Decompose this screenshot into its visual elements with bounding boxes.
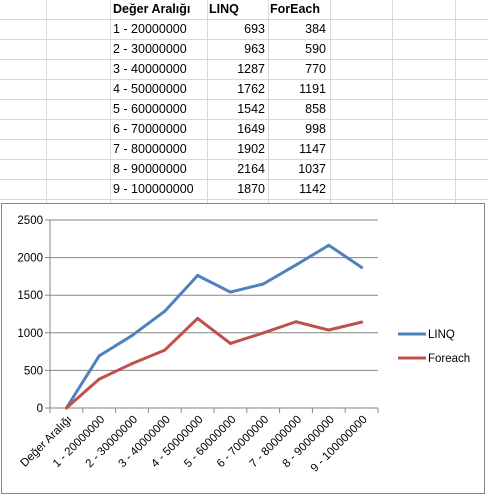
data-point-foreach: [130, 362, 134, 366]
data-point-linq: [261, 282, 265, 286]
table-cell[interactable]: 1649: [237, 122, 265, 136]
y-tick-label: 500: [24, 365, 43, 377]
data-point-linq: [294, 263, 298, 267]
data-point-foreach: [261, 331, 265, 335]
table-cell[interactable]: 1191: [299, 82, 326, 96]
grid-row-line: [0, 99, 488, 100]
table-cell[interactable]: 2164: [237, 162, 265, 176]
table-cell[interactable]: 1870: [237, 182, 265, 196]
data-point-foreach: [97, 377, 101, 381]
table-cell[interactable]: 1542: [237, 102, 265, 116]
grid-row-line: [0, 119, 488, 120]
legend-label: Foreach: [428, 353, 470, 365]
data-point-foreach: [228, 341, 232, 345]
grid-column-line: [207, 0, 208, 203]
table-cell[interactable]: 5 - 60000000: [113, 102, 187, 116]
table-header-cell[interactable]: LINQ: [209, 2, 239, 16]
table-cell[interactable]: 998: [305, 122, 326, 136]
series-line-foreach: [64, 316, 364, 410]
grid-row-line: [0, 19, 488, 20]
table-cell[interactable]: 4 - 50000000: [113, 82, 187, 96]
table-cell[interactable]: 1037: [298, 162, 326, 176]
grid-row-line: [0, 139, 488, 140]
grid-column-line: [455, 0, 456, 203]
data-point-foreach: [64, 406, 68, 410]
grid-row-line: [0, 39, 488, 40]
table-header-cell[interactable]: ForEach: [270, 2, 321, 16]
table-cell[interactable]: 7 - 80000000: [113, 142, 187, 156]
table-cell[interactable]: 8 - 90000000: [113, 162, 187, 176]
table-cell[interactable]: 1902: [237, 142, 265, 156]
grid-column-line: [110, 0, 111, 203]
data-point-foreach: [196, 316, 200, 320]
table-cell[interactable]: 9 - 100000000: [113, 182, 194, 196]
grid-row-line: [0, 179, 488, 180]
table-cell[interactable]: 3 - 40000000: [113, 62, 187, 76]
y-tick-label: 2500: [17, 215, 43, 227]
line-chart[interactable]: 0 500 1000 1500 2000 2500 Değer Aralığı 1 - 200…: [1, 203, 485, 494]
data-point-foreach: [327, 328, 331, 332]
data-point-linq: [163, 309, 167, 313]
y-tick-label: 1500: [17, 290, 43, 302]
table-cell[interactable]: 6 - 70000000: [113, 122, 187, 136]
table-cell[interactable]: 2 - 30000000: [113, 42, 187, 56]
legend-label: LINQ: [428, 329, 455, 341]
data-point-linq: [360, 265, 364, 269]
grid-row-line: [0, 59, 488, 60]
data-point-linq: [228, 290, 232, 294]
table-header-cell[interactable]: Değer Aralığı: [113, 2, 191, 16]
data-point-foreach: [294, 320, 298, 324]
table-cell[interactable]: 1142: [299, 182, 326, 196]
grid-row-line: [0, 199, 488, 200]
grid-column-line: [46, 0, 47, 203]
table-cell[interactable]: 963: [244, 42, 265, 56]
y-tick-label: 1000: [17, 328, 43, 340]
data-point-linq: [196, 273, 200, 277]
table-cell[interactable]: 1287: [237, 62, 265, 76]
table-cell[interactable]: 384: [305, 22, 326, 36]
grid-row-line: [0, 159, 488, 160]
grid-row-line: [0, 79, 488, 80]
data-point-foreach: [163, 348, 167, 352]
data-point-linq: [130, 334, 134, 338]
table-cell[interactable]: 1762: [237, 82, 265, 96]
grid-column-line: [330, 0, 331, 203]
y-tick-label: 0: [37, 403, 43, 415]
y-tick-label: 2000: [17, 253, 43, 265]
data-point-foreach: [360, 320, 364, 324]
table-cell[interactable]: 1 - 20000000: [113, 22, 187, 36]
data-point-linq: [327, 243, 331, 247]
table-cell[interactable]: 590: [305, 42, 326, 56]
table-cell[interactable]: 1147: [299, 142, 326, 156]
table-cell[interactable]: 770: [305, 62, 326, 76]
grid-column-line: [268, 0, 269, 203]
series-line-linq: [64, 243, 364, 410]
grid-column-line: [392, 0, 393, 203]
table-cell[interactable]: 693: [244, 22, 265, 36]
data-point-linq: [97, 354, 101, 358]
table-cell[interactable]: 858: [305, 102, 326, 116]
